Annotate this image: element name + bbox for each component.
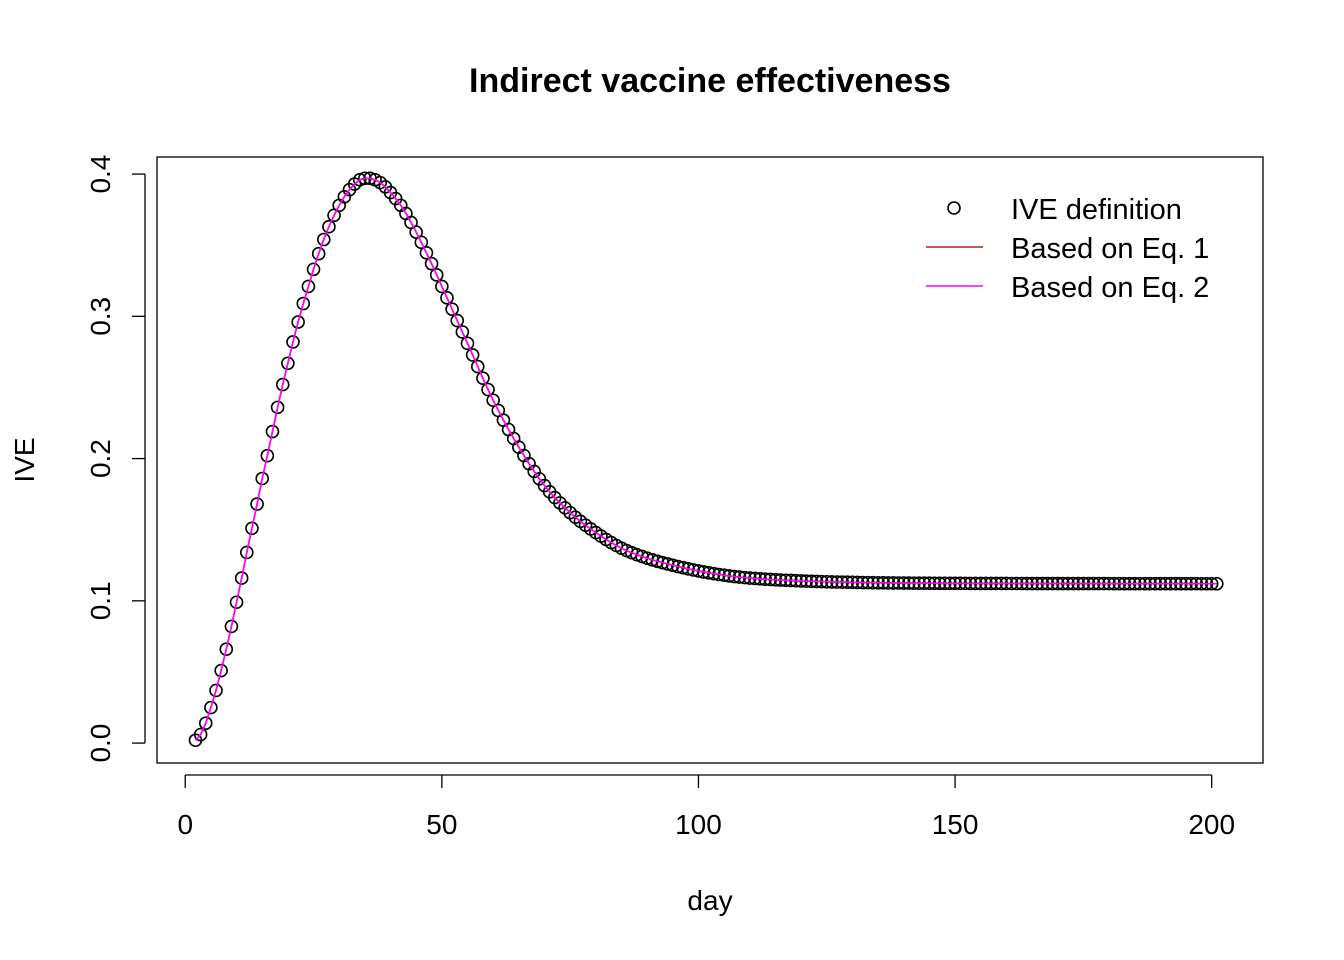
ive-point	[301, 279, 316, 294]
ive-point	[214, 663, 228, 678]
plot-frame	[156, 156, 1264, 764]
ive-point	[352, 172, 367, 187]
ive-point	[701, 566, 716, 580]
ive-point	[219, 642, 234, 657]
ive-point	[388, 191, 403, 206]
x-tick-label: 200	[1188, 809, 1235, 840]
ive-point	[234, 571, 249, 585]
x-tick-label: 0	[177, 809, 193, 840]
legend-marker-points	[947, 201, 961, 215]
chart-title: Indirect vaccine effectiveness	[469, 62, 951, 100]
legend: IVE definition Based on Eq. 1 Based on E…	[926, 194, 1209, 304]
ive-point	[476, 371, 490, 386]
ive-point	[712, 567, 726, 582]
ive-point	[296, 296, 311, 311]
ive-point	[655, 555, 670, 570]
x-axis-label: day	[687, 885, 732, 916]
ive-point	[322, 219, 336, 234]
ive-point	[255, 471, 270, 486]
ive-point	[270, 400, 285, 415]
ive-point	[465, 348, 480, 362]
y-tick-label: 0.2	[85, 439, 116, 478]
ive-point	[455, 325, 470, 339]
y-tick-label: 0.4	[85, 155, 116, 194]
ive-point	[275, 377, 290, 392]
ive-point	[260, 448, 275, 463]
ive-point	[681, 562, 695, 576]
y-tick-label: 0.3	[85, 297, 116, 336]
ive-point	[445, 302, 459, 317]
y-axis: 0.0 0.1 0.2 0.3 0.4	[85, 155, 146, 763]
ive-point	[414, 235, 429, 250]
ive-point	[532, 471, 547, 486]
ive-point	[224, 619, 239, 634]
ive-point	[265, 424, 280, 439]
ive-point	[440, 291, 454, 305]
ive-point	[435, 279, 449, 294]
ive-point	[671, 559, 685, 574]
ive-point	[311, 246, 326, 261]
legend-label-eq2: Based on Eq. 2	[1011, 272, 1209, 304]
ive-point	[707, 566, 721, 581]
series-lines	[194, 177, 1217, 741]
y-tick-label: 0.1	[85, 581, 116, 620]
ive-point	[676, 560, 690, 575]
ive-point	[470, 359, 485, 374]
x-tick-label: 50	[426, 809, 457, 840]
ive-point	[286, 335, 300, 349]
ive-point	[281, 356, 295, 371]
ive-point	[650, 554, 665, 569]
ive-point	[429, 268, 444, 282]
ive-point	[450, 313, 465, 328]
ive-point	[691, 564, 706, 578]
x-tick-label: 100	[675, 809, 722, 840]
ive-point	[419, 246, 434, 260]
ive-point	[240, 545, 254, 560]
ive-point	[291, 315, 305, 329]
ive-point	[665, 558, 680, 573]
ive-point	[229, 595, 244, 610]
ive-point	[460, 336, 475, 351]
ive-point	[696, 565, 711, 579]
ive-point	[193, 727, 208, 742]
ive-point	[204, 700, 218, 715]
legend-label-ive-definition: IVE definition	[1011, 194, 1182, 226]
ive-point	[645, 552, 660, 567]
ive-point	[316, 232, 331, 247]
ive-point	[250, 497, 264, 511]
ive-point	[660, 557, 675, 571]
ive-point	[424, 256, 439, 271]
ive-point	[306, 262, 321, 277]
ive-point	[481, 382, 495, 397]
y-tick-label: 0.0	[85, 724, 116, 763]
ive-point	[209, 683, 223, 698]
x-tick-label: 150	[932, 809, 979, 840]
y-axis-label: IVE	[9, 437, 40, 482]
eq2-line	[194, 177, 1217, 741]
ive-point	[198, 716, 213, 730]
legend-label-eq1: Based on Eq. 1	[1011, 233, 1209, 265]
ive-point	[686, 563, 701, 577]
x-axis: 0 50 100 150 200	[177, 774, 1235, 840]
ive-point	[245, 521, 259, 536]
